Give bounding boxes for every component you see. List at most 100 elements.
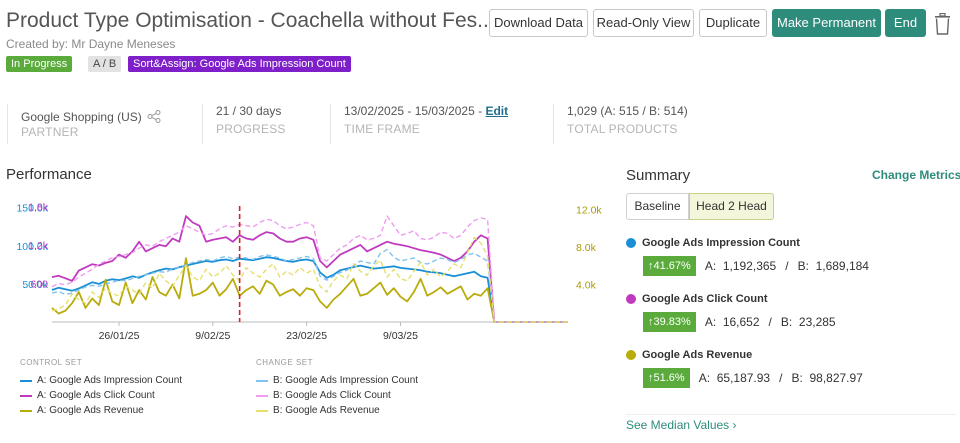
metric-color-dot — [626, 350, 636, 360]
legend-item[interactable]: A: Google Ads Click Count — [20, 390, 155, 401]
end-button[interactable]: End — [885, 9, 926, 37]
products-value: 1,029 (A: 515 / B: 514) — [567, 104, 688, 118]
legend-item[interactable]: B: Google Ads Revenue — [256, 405, 380, 416]
b-value: 98,827.97 — [809, 371, 863, 385]
y-tick-impressions: 100.0k — [16, 241, 48, 253]
make-permanent-button[interactable]: Make Permanent — [772, 9, 881, 37]
duplicate-button[interactable]: Duplicate — [699, 9, 767, 37]
partner-label: PARTNER — [21, 125, 79, 139]
y-tick-impressions: 50.0k — [22, 279, 48, 291]
progress-stat: 21 / 30 days PROGRESS — [202, 104, 329, 144]
legend-label: B: Google Ads Revenue — [273, 405, 380, 416]
experiment-stats: Google Shopping (US) PARTNER 21 / 30 day… — [7, 104, 833, 144]
products-stat: 1,029 (A: 515 / B: 514) TOTAL PRODUCTS — [553, 104, 833, 144]
b-value: 1,689,184 — [815, 259, 869, 273]
timeframe-value: 13/02/2025 - 15/03/2025 - — [344, 104, 486, 118]
x-tick-label: 23/02/25 — [286, 330, 327, 342]
series-line — [51, 256, 568, 323]
separator: / — [785, 259, 789, 273]
legend-swatch — [256, 409, 268, 412]
separator: / — [779, 371, 783, 385]
legend-item[interactable]: A: Google Ads Impression Count — [20, 375, 182, 386]
uplift-badge: ↑51.6% — [643, 368, 690, 388]
uplift-badge: ↑39.83% — [643, 312, 696, 332]
legend-swatch — [20, 379, 32, 382]
performance-chart-svg: 50.0k 100.0k 150.0k 600 1.2k 1.8k 4.0k 8.0k 12.0… — [16, 201, 602, 342]
y-tick-clicks: 1.8k — [28, 201, 49, 213]
y-tick-revenue: 12.0k — [576, 204, 602, 216]
legend-item[interactable]: B: Google Ads Click Count — [256, 390, 391, 401]
a-value: 1,192,365 — [722, 259, 777, 273]
b-label: B: — [791, 371, 803, 385]
edit-timeframe-link[interactable]: Edit — [485, 104, 509, 118]
y-tick-clicks: 1.2k — [28, 240, 49, 252]
partner-value: Google Shopping (US) — [21, 110, 142, 124]
y-tick-revenue: 8.0k — [576, 242, 597, 254]
series-line — [51, 215, 568, 323]
metric-impressions: Google Ads Impression Count ↑41.67% A: 1… — [626, 237, 956, 276]
performance-title: Performance — [6, 166, 92, 183]
y-tick-revenue: 4.0k — [576, 279, 597, 291]
summary-title: Summary — [626, 167, 691, 184]
see-median-values-link[interactable]: See Median Values › — [626, 418, 737, 432]
tab-baseline[interactable]: Baseline — [626, 193, 689, 220]
legend-item[interactable]: B: Google Ads Impression Count — [256, 375, 418, 386]
a-label: A: — [704, 315, 717, 329]
partner-stat: Google Shopping (US) PARTNER — [8, 104, 201, 144]
b-label: B: — [797, 259, 809, 273]
series-line — [51, 248, 568, 323]
metric-name: Google Ads Revenue — [642, 349, 753, 361]
uplift-badge: ↑41.67% — [643, 256, 696, 276]
share-icon[interactable] — [147, 110, 161, 123]
x-tick-label: 26/01/25 — [99, 330, 140, 342]
progress-label: PROGRESS — [216, 122, 286, 136]
legend-label: A: Google Ads Click Count — [37, 390, 155, 401]
ab-badge: A / B — [88, 56, 122, 72]
progress-value: 21 / 30 days — [216, 104, 282, 118]
series-line — [51, 215, 568, 323]
legend-swatch — [256, 379, 268, 382]
separator: / — [768, 315, 772, 329]
legend-label: A: Google Ads Revenue — [37, 405, 144, 416]
page-title: Product Type Optimisation - Coachella wi… — [6, 9, 495, 32]
b-value: 23,285 — [798, 315, 836, 329]
download-data-button[interactable]: Download Data — [489, 9, 588, 37]
metric-color-dot — [626, 294, 636, 304]
legend-item[interactable]: A: Google Ads Revenue — [20, 405, 144, 416]
status-badge: In Progress — [6, 56, 73, 72]
sort-assign-badge: Sort&Assign: Google Ads Impression Count — [128, 56, 351, 72]
series-line — [51, 257, 568, 323]
legend-label: A: Google Ads Impression Count — [37, 375, 183, 386]
b-label: B: — [780, 315, 793, 329]
legend-swatch — [20, 394, 32, 397]
y-tick-clicks: 600 — [30, 278, 48, 290]
timeframe-label: TIME FRAME — [344, 122, 420, 136]
metric-revenue: Google Ads Revenue ↑51.6% A: 65,187.93 /… — [626, 349, 956, 388]
metric-clicks: Google Ads Click Count ↑39.83% A: 16,652… — [626, 293, 956, 332]
performance-chart: 50.0k 100.0k 150.0k 600 1.2k 1.8k 4.0k 8.0k 12.0… — [0, 192, 610, 350]
x-tick-label: 9/03/25 — [383, 330, 418, 342]
a-value: 16,652 — [722, 315, 760, 329]
tab-head-2-head[interactable]: Head 2 Head — [689, 193, 774, 220]
metric-name: Google Ads Click Count — [642, 293, 768, 305]
products-label: TOTAL PRODUCTS — [567, 122, 678, 136]
change-metrics-link[interactable]: Change Metrics — [872, 168, 960, 182]
timeframe-stat: 13/02/2025 - 15/03/2025 - Edit TIME FRAM… — [330, 104, 552, 144]
legend-label: B: Google Ads Click Count — [273, 390, 391, 401]
y-tick-impressions: 150.0k — [16, 203, 48, 215]
a-label: A: — [704, 259, 717, 273]
change-set-heading: CHANGE SET — [256, 358, 314, 367]
divider — [626, 414, 956, 415]
a-label: A: — [698, 371, 711, 385]
a-value: 65,187.93 — [716, 371, 771, 385]
metric-name: Google Ads Impression Count — [642, 237, 800, 249]
legend-label: B: Google Ads Impression Count — [273, 375, 419, 386]
read-only-view-button[interactable]: Read-Only View — [593, 9, 694, 37]
legend-swatch — [20, 409, 32, 412]
series-line — [51, 236, 568, 323]
trash-icon[interactable] — [934, 13, 951, 35]
x-tick-label: 9/02/25 — [195, 330, 230, 342]
created-by: Created by: Mr Dayne Meneses — [6, 37, 176, 51]
legend-swatch — [256, 394, 268, 397]
metric-color-dot — [626, 238, 636, 248]
